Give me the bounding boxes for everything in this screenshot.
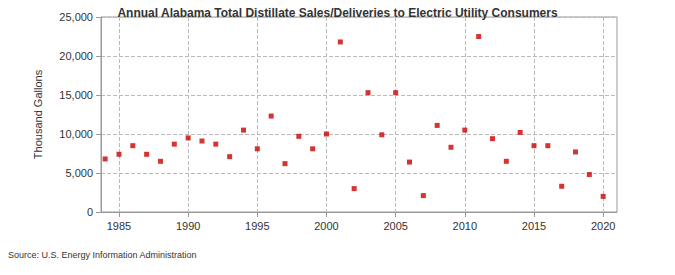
svg-text:1990: 1990 xyxy=(176,220,200,232)
svg-text:Source: U.S. Energy Informatio: Source: U.S. Energy Information Administ… xyxy=(8,250,197,260)
svg-text:0: 0 xyxy=(87,206,93,218)
svg-text:25,000: 25,000 xyxy=(59,11,93,23)
svg-text:5,000: 5,000 xyxy=(65,167,93,179)
svg-text:Annual Alabama Total Distillat: Annual Alabama Total Distillate Sales/De… xyxy=(117,6,557,20)
svg-text:10,000: 10,000 xyxy=(59,128,93,140)
svg-text:1995: 1995 xyxy=(245,220,269,232)
svg-text:1985: 1985 xyxy=(107,220,131,232)
svg-text:2020: 2020 xyxy=(591,220,615,232)
svg-text:2005: 2005 xyxy=(383,220,407,232)
svg-text:20,000: 20,000 xyxy=(59,50,93,62)
svg-text:2000: 2000 xyxy=(314,220,338,232)
svg-text:15,000: 15,000 xyxy=(59,89,93,101)
svg-text:Thousand Gallons: Thousand Gallons xyxy=(32,69,44,159)
svg-text:2010: 2010 xyxy=(453,220,477,232)
svg-text:2015: 2015 xyxy=(522,220,546,232)
